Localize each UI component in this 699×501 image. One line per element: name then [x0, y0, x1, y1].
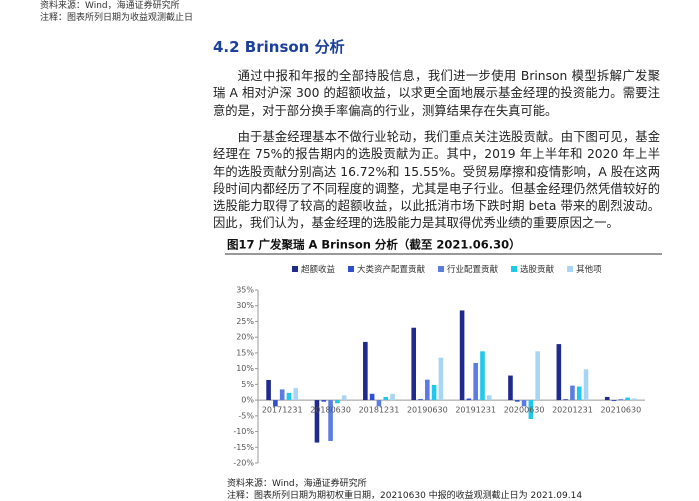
legend-label: 行业配置贡献 — [447, 264, 499, 275]
y-tick-label: 30% — [236, 301, 254, 310]
legend-label: 超额收益 — [301, 264, 336, 275]
legend-swatch — [511, 266, 518, 272]
bar — [528, 400, 534, 419]
bar — [611, 400, 617, 402]
legend-swatch — [348, 266, 355, 272]
chart-title: 图17 广发聚瑞 A Brinson 分析（截至 2021.06.30） — [227, 238, 521, 252]
bar — [335, 400, 340, 404]
paragraph: 由于基金经理基本不做行业轮动，我们重点关注选股贡献。由下图可见，基金经理在 75… — [213, 130, 660, 231]
x-tick-label: 20200630 — [504, 406, 545, 415]
bar — [286, 392, 292, 401]
bar — [425, 379, 430, 401]
bar — [383, 396, 389, 401]
bar — [431, 384, 437, 401]
bar — [473, 362, 478, 401]
bar — [321, 400, 327, 402]
bar — [556, 344, 562, 401]
bar — [438, 357, 444, 401]
y-tick-label: 0% — [241, 396, 254, 405]
bar — [266, 379, 271, 401]
source-line: 注释：图表所列日期为期初权重日期，20210630 中报的收益观测截止日为 20… — [227, 491, 583, 501]
legend-label: 大类资产配置贡献 — [357, 264, 426, 275]
bar — [535, 351, 540, 401]
x-tick-label: 20181231 — [359, 406, 400, 415]
section-title: 4.2 Brinson 分析 — [213, 38, 345, 56]
legend-label: 选股贡献 — [520, 264, 555, 275]
y-tick-label: 20% — [236, 333, 254, 342]
y-tick-label: 15% — [236, 348, 254, 357]
x-tick-label: 20171231 — [262, 406, 303, 415]
bar — [376, 400, 382, 407]
y-tick-label: 35% — [236, 286, 254, 295]
x-tick-label: 20201231 — [552, 406, 593, 415]
legend-swatch — [438, 266, 445, 272]
bar — [411, 327, 417, 401]
bar — [418, 399, 423, 401]
bar — [563, 399, 568, 401]
legend-swatch — [567, 266, 574, 272]
bar — [618, 399, 624, 401]
x-tick-label: 20190630 — [407, 406, 448, 415]
bar — [570, 385, 575, 401]
bar — [273, 400, 278, 407]
bar — [508, 375, 513, 401]
y-tick-label: 25% — [236, 317, 254, 326]
bar — [314, 400, 320, 443]
legend-swatch — [292, 266, 298, 272]
y-tick-label: -20% — [233, 459, 254, 468]
y-tick-label: -10% — [233, 427, 254, 436]
bar — [583, 369, 589, 401]
bar — [363, 341, 368, 401]
paragraph: 通过中报和年报的全部持股信息，我们进一步使用 Brinson 模型拆解广发聚瑞 … — [213, 69, 660, 118]
y-tick-label: 10% — [236, 364, 254, 373]
bar — [604, 396, 610, 401]
y-tick-label: 5% — [241, 380, 254, 389]
y-tick-label: -15% — [233, 443, 254, 452]
bar — [486, 395, 492, 401]
bar — [625, 397, 630, 401]
bar — [521, 400, 527, 407]
x-tick-label: 20191231 — [455, 406, 496, 415]
source-line: 资料来源：Wind，海通证券研究所 — [227, 479, 367, 489]
bar — [341, 395, 347, 401]
header-line: 资料来源：Wind，海通证券研究所 — [40, 1, 180, 11]
bar — [480, 351, 485, 401]
bar — [293, 388, 299, 401]
bar — [576, 386, 582, 401]
y-tick-label: -5% — [238, 411, 254, 420]
header-line: 注释：图表所列日期为收益观测截止日 — [40, 13, 194, 23]
legend-label: 其他项 — [576, 264, 602, 275]
bar — [459, 310, 465, 401]
bar — [328, 400, 333, 441]
x-tick-label: 20180630 — [310, 406, 351, 415]
bar — [390, 393, 395, 401]
bar — [514, 400, 520, 402]
bar — [466, 398, 472, 401]
x-tick-label: 20210630 — [600, 406, 641, 415]
bar — [369, 393, 375, 401]
bar — [632, 398, 637, 401]
bar — [279, 389, 285, 401]
